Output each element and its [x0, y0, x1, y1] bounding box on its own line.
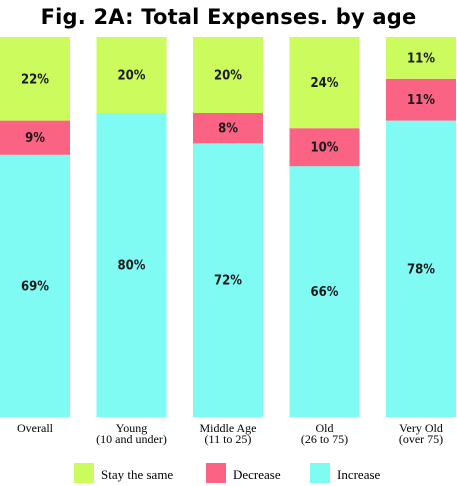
bar-decrease-4	[386, 78, 456, 121]
legend-label-stay-the-same: Stay the same	[101, 467, 173, 482]
chart-title: Fig. 2A: Total Expenses. by age	[40, 5, 417, 29]
bar-stay-the-same-2	[193, 37, 263, 113]
legend-label-increase: Increase	[337, 467, 381, 482]
category-label-4: Very Old	[399, 421, 443, 435]
bar-increase-4	[386, 120, 456, 417]
bar-increase-3	[289, 166, 360, 417]
data-label-stay-the-same-1: 20%	[118, 69, 146, 84]
data-label-stay-the-same-4: 11%	[407, 51, 435, 66]
data-label-stay-the-same-0: 22%	[21, 72, 49, 87]
data-label-increase-1: 80%	[118, 259, 146, 274]
bar-decrease-0	[0, 120, 70, 155]
bar-stay-the-same-1	[96, 37, 167, 113]
data-label-increase-2: 72%	[214, 274, 242, 289]
category-label-2: Middle Age	[200, 421, 257, 435]
data-label-decrease-4: 11%	[407, 93, 435, 108]
legend-swatch-decrease	[206, 463, 226, 483]
category-label-2-sub: (11 to 25)	[205, 432, 252, 446]
legend-swatch-stay-the-same	[74, 463, 94, 483]
data-label-decrease-2: 8%	[218, 122, 238, 137]
bar-increase-0	[0, 154, 70, 418]
data-label-decrease-0: 9%	[25, 131, 45, 146]
data-label-increase-3: 66%	[311, 285, 339, 300]
category-label-1: Young	[116, 421, 147, 435]
category-label-1-sub: (10 and under)	[96, 432, 167, 446]
category-label-3: Old	[316, 421, 334, 435]
data-label-stay-the-same-3: 24%	[311, 76, 339, 91]
category-label-0: Overall	[17, 421, 54, 435]
bar-increase-1	[96, 113, 167, 417]
bar-stay-the-same-3	[289, 37, 360, 129]
bar-decrease-2	[193, 113, 263, 144]
legend-label-decrease: Decrease	[233, 467, 281, 482]
bar-stay-the-same-0	[0, 37, 70, 121]
category-label-3-sub: (26 to 75)	[301, 432, 348, 446]
bar-stay-the-same-4	[386, 37, 456, 79]
bar-increase-2	[193, 143, 263, 417]
data-label-decrease-3: 10%	[311, 141, 339, 156]
data-label-stay-the-same-2: 20%	[214, 69, 242, 84]
category-label-4-sub: (over 75)	[399, 432, 443, 446]
bar-decrease-3	[289, 128, 360, 167]
legend-swatch-increase	[310, 463, 330, 483]
data-label-increase-0: 69%	[21, 279, 49, 294]
data-label-increase-4: 78%	[407, 262, 435, 277]
